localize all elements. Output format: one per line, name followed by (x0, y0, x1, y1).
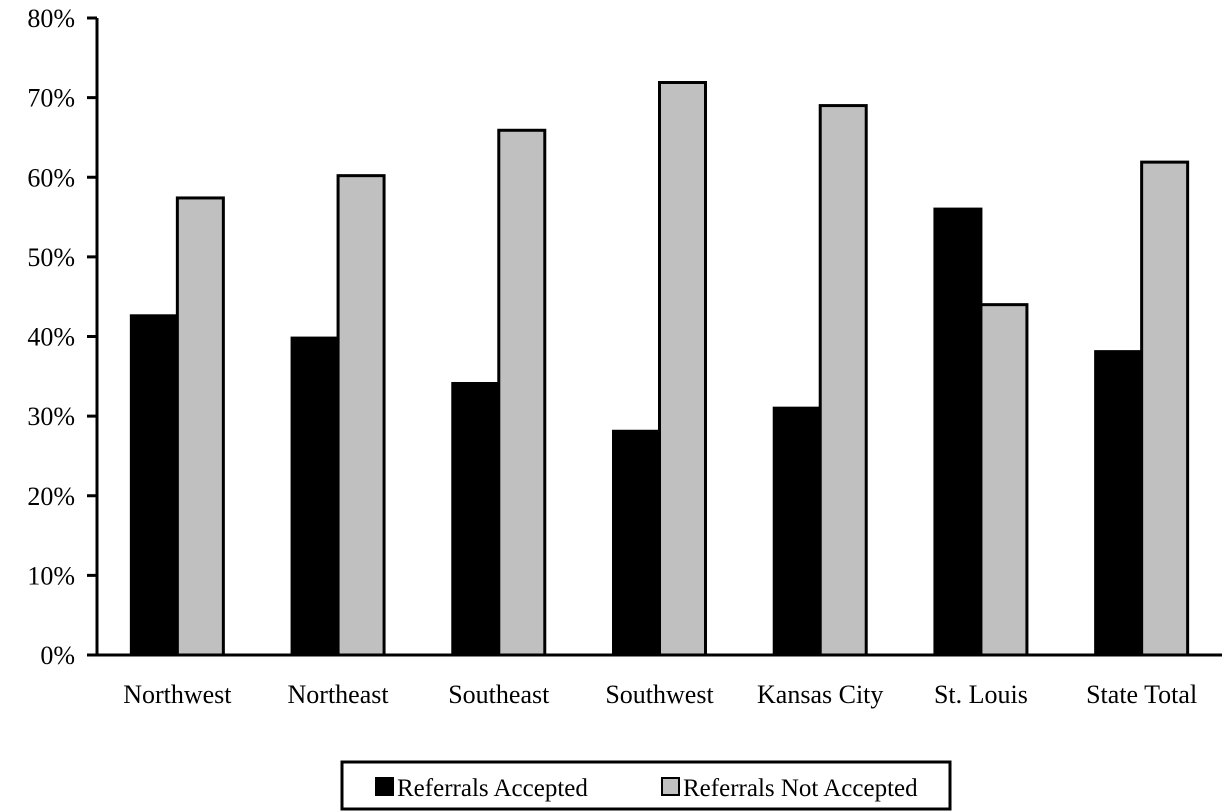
bar-not-accepted (658, 80, 707, 657)
bar-not-accepted (1140, 160, 1190, 657)
y-axis-ticks: 0% 10% 20% 30% 40% 50% 60% 70% 80% (27, 4, 97, 670)
bar-accepted (290, 336, 340, 657)
bar-not-accepted (175, 196, 225, 657)
bar-not-accepted (336, 174, 386, 657)
x-axis-labels: Northwest Northeast Southeast Southwest Kans… (123, 680, 1197, 709)
legend-label-accepted: Referrals Accepted (397, 775, 588, 802)
y-tick-label: 20% (27, 482, 75, 511)
x-tick-label: Southwest (605, 680, 714, 709)
legend-label-not-accepted: Referrals Not Accepted (683, 775, 918, 802)
x-tick-label: Southeast (448, 680, 550, 709)
legend-box (340, 760, 952, 811)
y-tick-label: 80% (27, 4, 75, 33)
y-tick-label: 40% (27, 323, 75, 352)
bar-not-accepted (497, 128, 547, 657)
bar-accepted (772, 406, 822, 657)
bar-not-accepted (818, 104, 868, 657)
bar-accepted (129, 314, 179, 657)
y-tick-label: 0% (40, 641, 75, 670)
y-tick-label: 70% (27, 84, 75, 113)
y-tick-label: 60% (27, 163, 75, 192)
y-tick-label: 10% (27, 561, 75, 590)
bar-accepted (933, 207, 983, 657)
x-tick-label: St. Louis (934, 680, 1028, 709)
x-tick-label: Northeast (288, 680, 390, 709)
x-tick-label: Kansas City (757, 680, 883, 709)
y-tick-label: 30% (27, 402, 75, 431)
x-tick-label: State Total (1086, 680, 1197, 709)
bar-not-accepted (979, 303, 1029, 657)
y-tick-label: 50% (27, 243, 75, 272)
bars (129, 80, 1190, 657)
bar-accepted (612, 429, 661, 657)
bar-accepted (1094, 350, 1144, 657)
bar-accepted (451, 381, 501, 657)
legend-swatch-accepted (375, 777, 394, 796)
legend-swatch-not-accepted (661, 777, 680, 796)
x-tick-label: Northwest (123, 680, 232, 709)
legend: Referrals Accepted Referrals Not Accepte… (340, 760, 952, 811)
